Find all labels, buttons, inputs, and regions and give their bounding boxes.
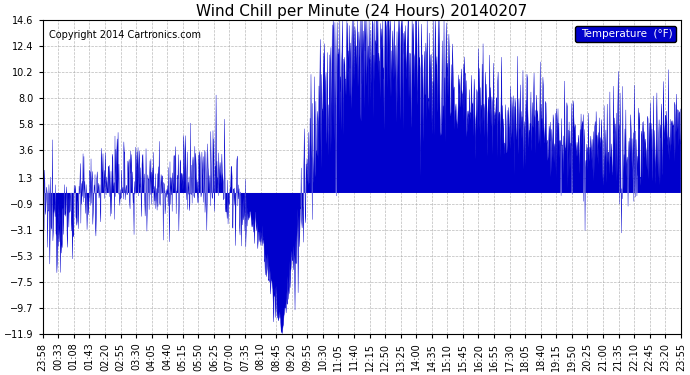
Legend: Temperature  (°F): Temperature (°F) xyxy=(575,26,676,42)
Title: Wind Chill per Minute (24 Hours) 20140207: Wind Chill per Minute (24 Hours) 2014020… xyxy=(196,4,527,19)
Text: Copyright 2014 Cartronics.com: Copyright 2014 Cartronics.com xyxy=(49,30,201,40)
